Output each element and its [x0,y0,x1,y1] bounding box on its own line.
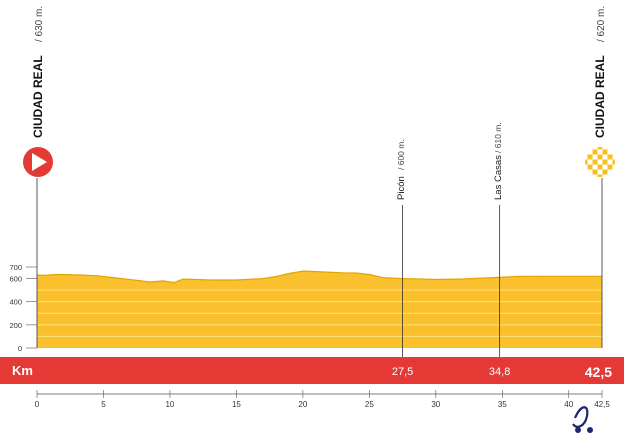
y-tick-label: 0 [18,344,22,353]
checker-square [585,154,588,160]
checker-square [597,169,603,175]
waypoint-altitude-picon: / 600 m. [396,139,406,170]
checker-square [592,154,598,160]
x-tick-label: 30 [431,400,440,409]
x-tick-label: 42,5 [594,400,610,409]
distance-unit-label: Km [12,363,33,378]
x-tick-label: 40 [564,400,573,409]
x-tick-label: 10 [165,400,174,409]
x-tick-label: 5 [101,400,106,409]
checker-square [587,149,593,155]
checker-square [612,147,615,150]
waypoint-name-picon: Picón [396,176,407,200]
checker-square [597,149,603,155]
checker-square [602,147,608,150]
checker-square [592,174,598,177]
checker-square [587,169,593,175]
checker-square [602,154,608,160]
checker-square [592,147,598,150]
checker-square [607,159,613,165]
y-tick-label: 600 [9,275,22,284]
total-distance-label: 42,5 [585,364,612,380]
checker-square [612,164,615,170]
finish-checkered-icon [585,147,615,177]
x-tick-label: 15 [232,400,241,409]
checker-square [607,149,613,155]
checker-square [587,159,593,165]
y-axis-ticks: 0 200 400 600 700 [9,263,37,353]
finish-location-altitude: / 620 m. [596,6,607,42]
x-tick-label: 20 [298,400,307,409]
checker-square [597,159,603,165]
x-tick-label: 25 [365,400,374,409]
watermark-logo [572,406,593,433]
checker-square [585,174,588,177]
checker-square [602,174,608,177]
checker-square [612,174,615,177]
waypoint-km-picon: 27,5 [392,366,413,378]
y-tick-label: 400 [9,298,22,307]
start-location-altitude: / 630 m. [34,6,45,42]
checker-square [612,154,615,160]
waypoint-altitude-las-casas: / 610 m. [493,122,503,153]
elevation-stripes [37,289,602,337]
x-tick-label: 0 [35,400,40,409]
start-location-name: CIUDAD REAL [31,55,45,138]
checker-square [607,169,613,175]
x-axis-ticks: 0 5 10 15 20 25 30 35 40 42,5 [35,390,610,409]
y-tick-label: 700 [9,263,22,272]
elevation-profile-line [36,270,602,284]
checker-square [585,147,588,150]
waypoint-name-las-casas: Las Casas [493,155,504,200]
checker-square [602,164,608,170]
x-tick-label: 35 [498,400,507,409]
checker-square [585,164,588,170]
y-tick-label: 200 [9,321,22,330]
start-flag-icon [23,147,53,177]
waypoint-km-las-casas: 34,8 [489,366,510,378]
checker-square [592,164,598,170]
distance-band [0,357,624,384]
finish-location-name: CIUDAD REAL [593,55,607,138]
